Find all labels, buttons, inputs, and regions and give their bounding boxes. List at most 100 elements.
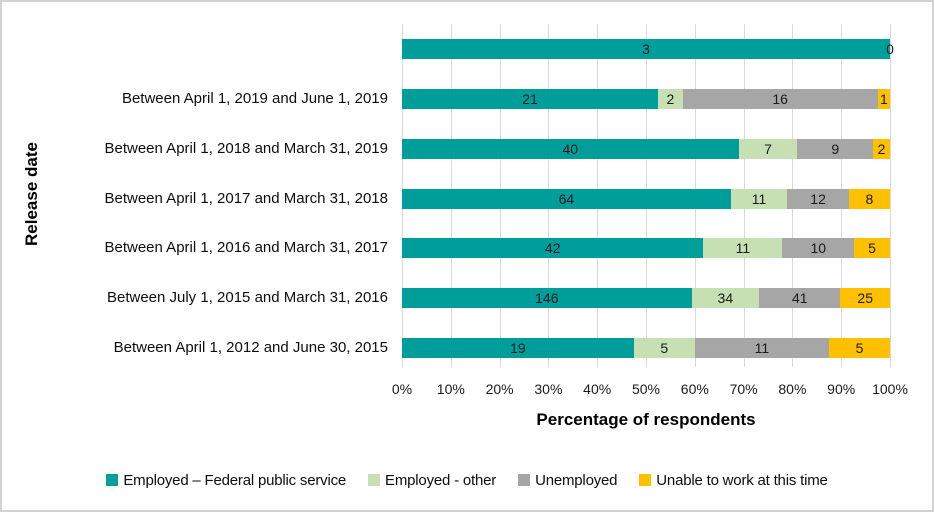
bar-row: 146 34 41 25 xyxy=(402,288,890,308)
axis-tick-80% xyxy=(792,359,794,367)
x-tick-label: 40% xyxy=(583,381,612,397)
bar-value-label: 11 xyxy=(754,340,770,356)
bar-segment xyxy=(738,139,798,159)
axis-tick-60% xyxy=(694,359,696,367)
category-label: Between July 1, 2015 and March 31, 2016 xyxy=(106,289,388,306)
x-axis-title: Percentage of respondents xyxy=(536,410,756,429)
bar-segment xyxy=(402,39,890,59)
x-axis-tick-labels: 0% 10% 20% 30% 40% 50% 60% 70% 80% 90% 100% xyxy=(392,381,908,399)
bar-segment xyxy=(682,89,878,109)
plot-area: 3 0 21 2 16 1 40 7 9 2 64 11 12 8 42 11 10 5 146 34 41 25 19 5 1… xyxy=(402,24,894,367)
bar-row: 40 7 9 2 xyxy=(402,139,890,159)
bar-segment xyxy=(633,338,695,358)
category-label: Between April 1, 2018 and March 31, 2019 xyxy=(104,140,388,157)
x-tick-label: 0% xyxy=(391,381,413,397)
legend: Employed – Federal public service Employe… xyxy=(2,464,932,496)
bar-segment xyxy=(877,89,890,109)
axis-tick-0% xyxy=(402,359,403,367)
bar-segment xyxy=(402,338,634,358)
x-tick-label: 30% xyxy=(534,381,563,397)
bar-segment xyxy=(402,189,731,209)
y-axis-title: Release date xyxy=(22,142,41,246)
axis-tick-20% xyxy=(499,359,501,367)
bar-segment xyxy=(730,189,788,209)
axis-tick-10% xyxy=(450,359,452,367)
bar-segment xyxy=(854,238,890,258)
axis-tick-50% xyxy=(646,359,647,367)
bar-value-label: 0 xyxy=(886,41,894,57)
axis-tick-70% xyxy=(743,359,745,367)
legend-item: Employed – Federal public service xyxy=(106,472,346,489)
x-tick-label: 100% xyxy=(872,381,908,397)
bar-value-label: 7 xyxy=(764,141,772,157)
legend-swatch xyxy=(368,474,381,486)
bar-value-label: 25 xyxy=(857,290,873,306)
axis-tick-30% xyxy=(548,359,550,367)
bar-value-label: 19 xyxy=(510,340,526,356)
legend-swatch xyxy=(518,474,531,486)
bar-value-label: 10 xyxy=(810,240,827,256)
bar-value-label: 9 xyxy=(831,141,840,157)
bar-segment xyxy=(848,189,890,209)
bar-row: 19 5 11 5 xyxy=(402,338,890,358)
legend-swatch xyxy=(106,474,119,486)
gridline-100% xyxy=(890,24,891,359)
legend-label: Unemployed xyxy=(535,471,618,489)
x-tick-label: 90% xyxy=(827,381,856,397)
x-tick-label: 50% xyxy=(631,381,661,397)
legend-label: Employed – Federal public service xyxy=(123,471,347,489)
bar-value-label: 34 xyxy=(717,290,734,306)
bar-value-label: 64 xyxy=(558,191,575,207)
bar-segment xyxy=(782,238,855,258)
bar-segment xyxy=(873,139,890,159)
bar-segment xyxy=(694,338,829,358)
category-label: Between April 1, 2017 and March 31, 2018 xyxy=(104,190,388,207)
bar-value-label: 3 xyxy=(642,41,650,57)
bar-value-label: 2 xyxy=(666,91,675,107)
category-label: Between April 1, 2019 and June 1, 2019 xyxy=(121,90,388,107)
axis-tick-40% xyxy=(597,359,599,367)
bar-segment xyxy=(402,139,739,159)
legend-label: Employed - other xyxy=(385,471,497,489)
category-axis-labels: Between April 1, 2019 and June 1, 2019 Be… xyxy=(2,24,394,359)
bar-segment xyxy=(840,288,890,308)
bar-value-label: 146 xyxy=(535,290,559,306)
bar-value-label: 5 xyxy=(855,340,864,356)
bar-segment xyxy=(703,238,783,258)
axis-tick-90% xyxy=(841,359,843,367)
bar-segment xyxy=(787,189,849,209)
bar-segment xyxy=(691,288,760,308)
x-tick-label: 20% xyxy=(485,381,514,397)
legend-item: Unable to work at this time xyxy=(639,471,828,489)
bar-value-label: 5 xyxy=(660,340,669,356)
bar-value-label: 21 xyxy=(522,91,538,107)
bar-row: 21 2 16 1 xyxy=(402,89,890,109)
bar-value-label: 2 xyxy=(877,141,886,157)
x-tick-label: 80% xyxy=(778,381,807,397)
bar-segment xyxy=(829,338,890,358)
bar-segment xyxy=(402,288,692,308)
bar-segment xyxy=(797,139,874,159)
bar-value-label: 42 xyxy=(544,240,561,256)
legend-item: Employed - other xyxy=(368,472,496,489)
legend-label: Unable to work at this time xyxy=(656,471,828,489)
legend-swatch xyxy=(639,474,652,486)
bar-value-label: 5 xyxy=(868,240,876,256)
bar-value-label: 12 xyxy=(810,191,826,207)
bar-value-label: 11 xyxy=(735,240,751,256)
x-tick-label: 10% xyxy=(436,381,465,397)
legend-item: Unemployed xyxy=(518,472,617,489)
bar-segment xyxy=(759,288,841,308)
category-label: Between April 1, 2012 and June 30, 2015 xyxy=(113,339,388,356)
bar-value-label: 40 xyxy=(562,141,579,157)
bar-value-label: 16 xyxy=(772,91,788,107)
bar-value-label: 8 xyxy=(865,191,874,207)
axis-tick-100% xyxy=(890,359,891,367)
bar-row: 42 11 10 5 xyxy=(402,238,890,258)
bar-value-label: 11 xyxy=(751,191,767,207)
bar-segment xyxy=(402,238,704,258)
bar-value-label: 1 xyxy=(879,91,888,107)
category-label: Between April 1, 2016 and March 31, 2017 xyxy=(104,239,388,256)
